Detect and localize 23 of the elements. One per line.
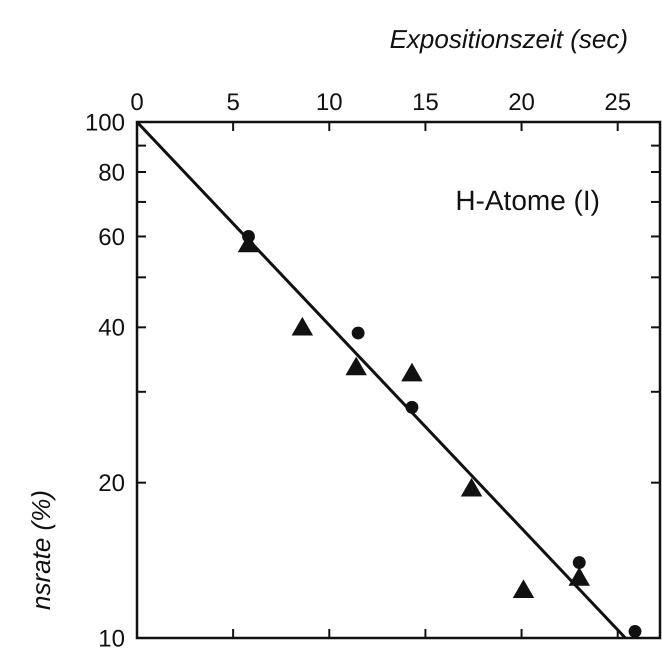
y-tick-label: 60	[98, 224, 125, 251]
x-axis-title: Expositionszeit (sec)	[390, 24, 628, 54]
point	[345, 356, 367, 376]
point	[572, 556, 586, 570]
y-tick-label: 80	[98, 159, 125, 186]
x-tick-label: 10	[316, 89, 343, 116]
y-axis-title: nsrate (%)	[26, 490, 56, 610]
x-tick-label: 20	[508, 89, 535, 116]
x-tick-label: 25	[604, 89, 632, 116]
y-tick-label: 20	[98, 470, 125, 498]
point	[628, 624, 642, 638]
y-tick-label: 100	[84, 109, 125, 136]
point	[512, 579, 534, 598]
x-tick-label: 0	[130, 89, 144, 116]
x-tick-label: 5	[226, 89, 240, 116]
y-tick-label: 10	[98, 625, 125, 652]
y-tick-label: 40	[98, 314, 125, 342]
point	[292, 316, 314, 336]
point	[460, 478, 482, 497]
point	[401, 362, 423, 382]
annotation: H-Atome (I)	[455, 185, 600, 216]
point	[352, 326, 365, 340]
x-tick-label: 15	[412, 89, 439, 116]
